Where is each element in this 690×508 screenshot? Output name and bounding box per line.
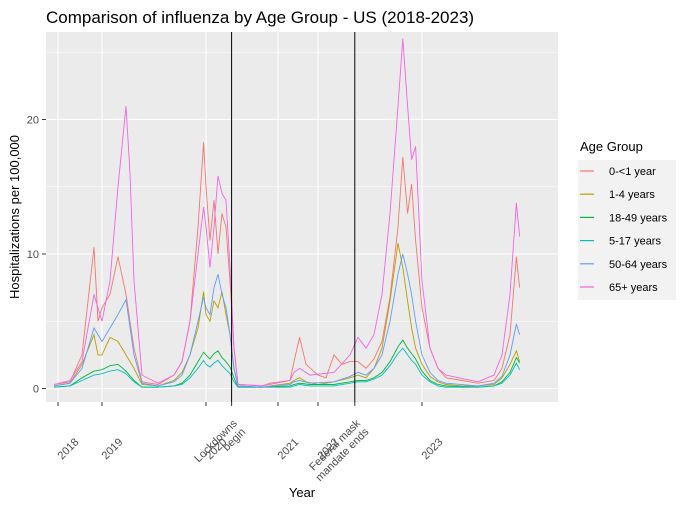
series-line (53, 347, 521, 388)
legend-label: 5-17 years (609, 236, 661, 248)
gridlines (46, 32, 558, 402)
y-axis: 0 10 20 (27, 114, 46, 396)
y-tick-label: 10 (27, 249, 39, 261)
legend-label: 0-<1 year (609, 166, 656, 178)
series-line (53, 339, 520, 388)
x-tick-label: 2021 (276, 436, 302, 462)
legend-label: 65+ years (609, 282, 658, 294)
event-markers (231, 32, 356, 402)
event-label: Federal maskmandate ends (305, 417, 372, 484)
legend-label: 1-4 years (609, 189, 655, 201)
x-axis: Lockdownsbegin Federal maskmandate ends20… (56, 402, 446, 484)
y-tick-label: 0 (33, 384, 39, 396)
legend: Age Group 0-<1 year 1-4 years 18-49 years 5… (578, 139, 676, 300)
y-tick-label: 20 (27, 114, 39, 126)
chart-title: Comparison of influenza by Age Group - U… (46, 8, 474, 27)
series-line (53, 253, 521, 388)
x-tick-label: 2023 (420, 436, 446, 462)
legend-label: 18-49 years (609, 212, 668, 224)
series-line (53, 38, 521, 387)
x-tick-label: 2019 (100, 436, 126, 462)
series-line (53, 243, 521, 388)
x-axis-title: Year (289, 485, 316, 500)
series-line (53, 142, 521, 387)
y-axis-title: Hospitalizations per 100,000 (7, 135, 22, 299)
legend-label: 50-64 years (609, 259, 668, 271)
x-tick-label: 2018 (56, 436, 82, 462)
series-lines (53, 38, 521, 388)
legend-title: Age Group (580, 139, 643, 154)
